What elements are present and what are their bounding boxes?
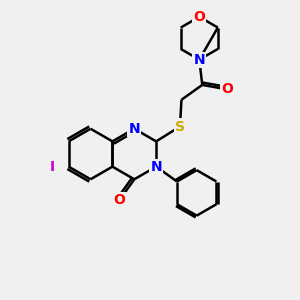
Text: N: N [194,53,205,67]
Text: O: O [222,82,233,96]
Text: O: O [113,193,125,207]
Text: O: O [194,10,205,24]
Text: S: S [175,119,185,134]
Text: N: N [128,122,140,136]
Text: I: I [50,160,55,174]
Text: N: N [150,160,162,174]
